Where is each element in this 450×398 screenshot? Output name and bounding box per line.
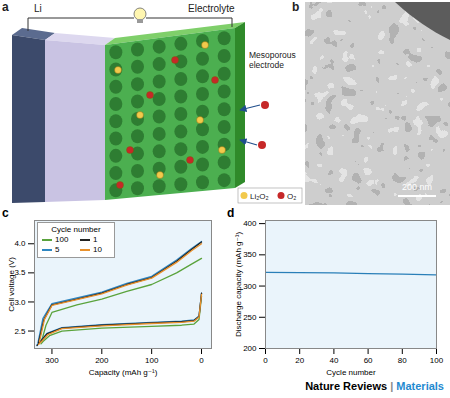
html-text:c: c [2, 206, 9, 220]
svg-text:b: b [292, 0, 299, 14]
svg-text:300: 300 [243, 282, 257, 291]
svg-text:20: 20 [295, 356, 304, 365]
svg-text:80: 80 [398, 356, 407, 365]
svg-text:4.0: 4.0 [14, 239, 26, 248]
svg-text:Li: Li [34, 3, 42, 14]
svg-text:100: 100 [145, 356, 159, 365]
svg-text:0: 0 [263, 356, 268, 365]
svg-text:Li₂O₂: Li₂O₂ [250, 192, 269, 201]
svg-text:Cycle number: Cycle number [326, 368, 376, 377]
svg-text:200 nm: 200 nm [402, 182, 432, 192]
svg-text:200: 200 [243, 344, 257, 353]
html-text:10: 10 [93, 245, 102, 254]
svg-text:60: 60 [364, 356, 373, 365]
svg-text:Electrolyte: Electrolyte [188, 3, 235, 14]
svg-text:40: 40 [329, 356, 338, 365]
svg-text:250: 250 [243, 313, 257, 322]
html-text:1: 1 [93, 235, 98, 244]
svg-text:300: 300 [45, 356, 59, 365]
svg-text:3.0: 3.0 [14, 297, 26, 307]
html-text:Cycle number: Cycle number [51, 225, 101, 234]
svg-text:Discharge capacity (mAh g⁻¹): Discharge capacity (mAh g⁻¹) [234, 232, 243, 337]
svg-text:0: 0 [199, 356, 204, 365]
svg-text:Cell voltage (V): Cell voltage (V) [7, 257, 16, 312]
svg-text:2.5: 2.5 [14, 327, 26, 336]
svg-text:O₂: O₂ [287, 192, 296, 201]
svg-text:Mesoporouselectrode: Mesoporouselectrode [249, 50, 296, 70]
svg-text:a: a [2, 0, 9, 14]
svg-text:Capacity (mAh g⁻¹): Capacity (mAh g⁻¹) [89, 368, 158, 377]
html-text:Nature Reviews | Materials: Nature Reviews | Materials [305, 380, 444, 392]
html-text:5: 5 [55, 245, 60, 254]
svg-text:100: 100 [430, 356, 444, 365]
svg-text:400: 400 [243, 219, 257, 228]
svg-text:3.5: 3.5 [14, 268, 26, 278]
svg-text:350: 350 [243, 250, 257, 259]
html-text:d: d [227, 206, 235, 220]
html-text:100: 100 [55, 235, 69, 244]
svg-text:200: 200 [95, 356, 109, 365]
